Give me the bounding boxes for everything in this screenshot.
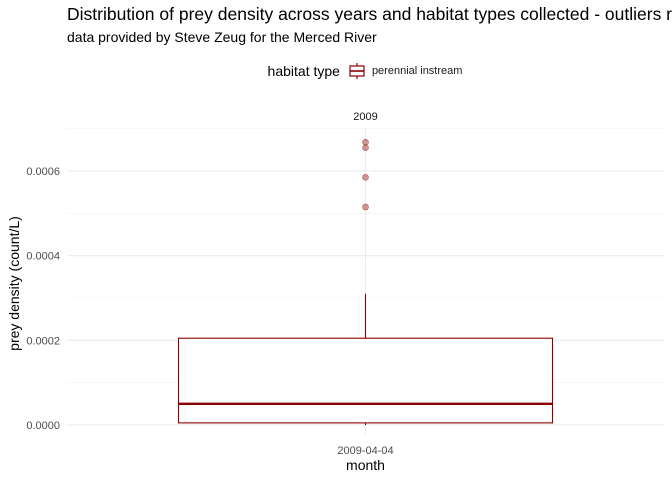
y-tick-label: 0.0006 [26, 166, 60, 178]
outlier-point [362, 144, 369, 152]
y-tick-label: 0.0004 [26, 251, 60, 263]
x-tick-label: 2009-04-04 [337, 445, 393, 457]
y-tick-label: 0.0002 [26, 335, 60, 347]
outlier-point [362, 174, 369, 181]
y-axis-title: prey density (count/L) [6, 216, 22, 351]
chart-title: Distribution of prey density across year… [67, 4, 672, 24]
legend-label: perennial instream [371, 65, 463, 77]
outlier-point [362, 203, 369, 211]
outlier-point [362, 138, 369, 146]
box-iqr [177, 337, 554, 424]
x-axis-title: month [346, 457, 385, 473]
facet-strip-label: 2009 [353, 111, 377, 123]
legend-box-key-icon [349, 63, 365, 79]
legend-title: habitat type [267, 63, 340, 79]
y-tick-label: 0.0000 [26, 420, 60, 432]
legend: habitat type perennial instream [0, 62, 672, 80]
chart-subtitle: data provided by Steve Zeug for the Merc… [67, 29, 377, 45]
